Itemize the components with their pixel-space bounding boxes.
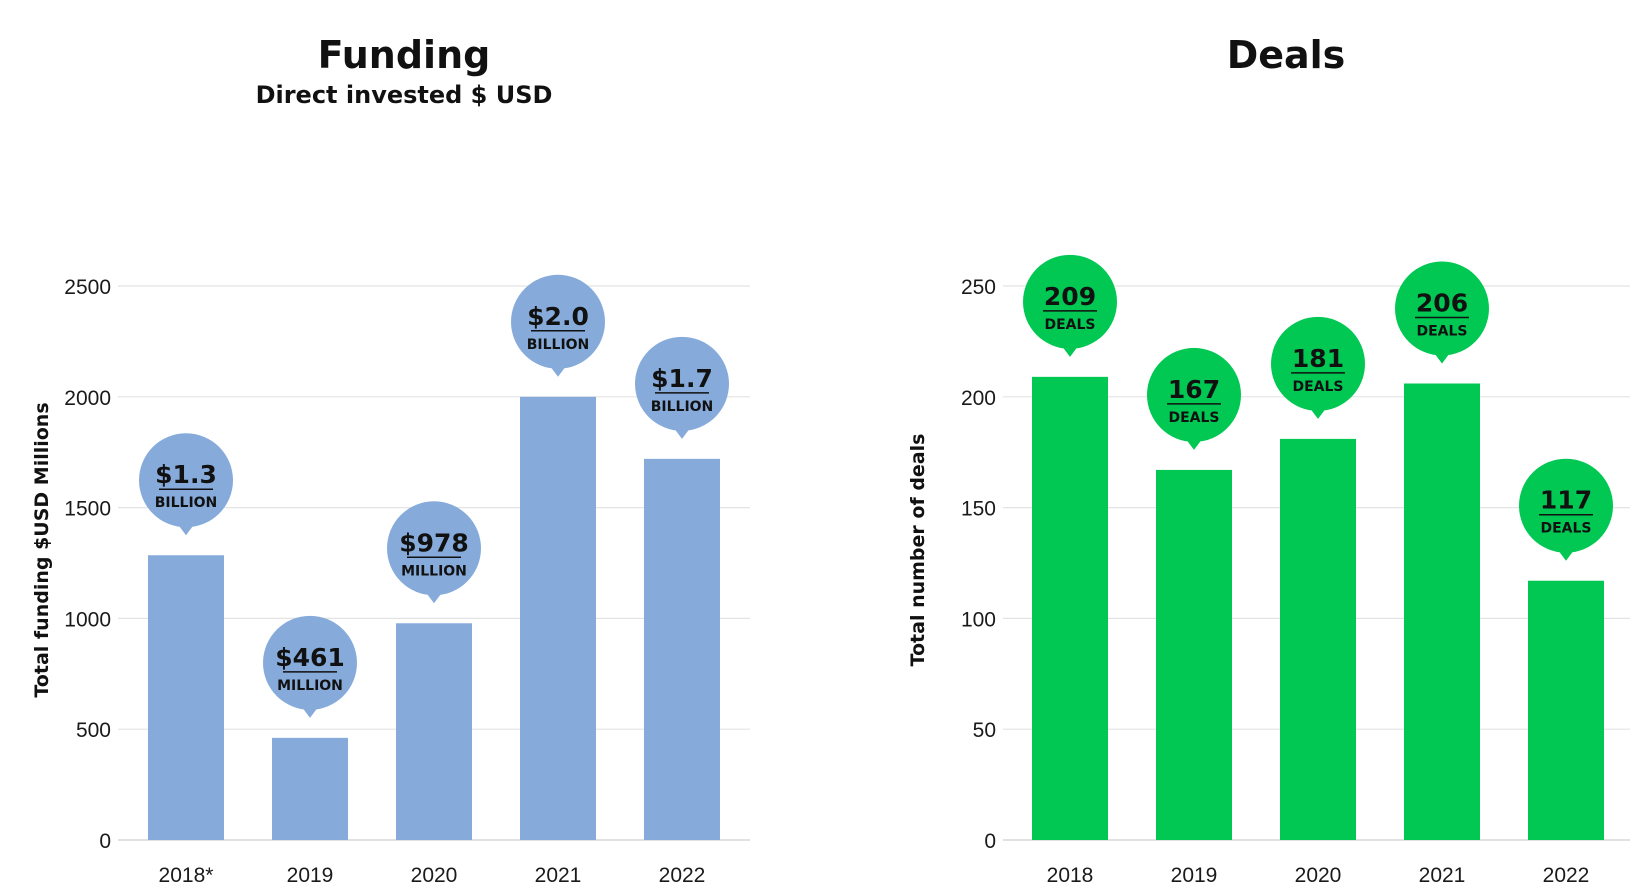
deals-bubble-circle [1147,347,1241,442]
deals-bubble-pointer [1433,351,1451,364]
funding-y-tick-label: 2500 [64,276,111,299]
funding-bubble-circle [387,501,481,596]
deals-plot-area: 0501001502002502018209DEALS2019167DEALS2… [961,254,1630,887]
deals-x-tick-label: 2018 [1047,864,1094,887]
funding-bubble-circle [263,615,357,710]
funding-x-tick-label: 2020 [411,864,458,887]
deals-bubble-unit: DEALS [1540,521,1591,537]
funding-y-tick-label: 500 [76,719,111,742]
deals-bubble-value: 181 [1292,344,1344,373]
deals-y-tick-label: 100 [961,608,996,631]
deals-bubble-pointer [1061,344,1079,357]
deals-bubble-unit: DEALS [1292,379,1343,395]
deals-value-bubble: 117 DEALS [1519,458,1613,561]
deals-x-tick-label: 2022 [1543,864,1590,887]
funding-bubble-unit: MILLION [277,678,343,694]
funding-bar-2020 [396,623,472,840]
funding-bubble-value: $2.0 [527,302,589,331]
funding-y-tick-label: 2000 [64,387,111,410]
deals-bubble-value: 209 [1044,282,1096,311]
deals-x-tick-label: 2019 [1171,864,1218,887]
deals-bubble-value: 206 [1416,289,1468,318]
funding-bar-2019 [272,737,348,840]
deals-x-tick-label: 2021 [1419,864,1466,887]
deals-bubble-circle [1271,316,1365,411]
funding-bubble-circle [139,433,233,528]
funding-plot-area: 0 500 1000 1500 2000 2500 2018* $1.3 BILLION 2019… [64,274,750,887]
deals-value-bubble: 206 DEALS [1395,261,1489,364]
funding-bubble-pointer [673,426,691,439]
funding-x-tick-label: 2021 [535,864,582,887]
deals-bubble-unit: DEALS [1416,324,1467,340]
funding-bubble-pointer [549,364,567,377]
deals-y-tick-label: 250 [961,276,996,299]
deals-y-tick-label: 0 [984,830,996,853]
funding-bar-2018 [148,555,224,840]
deals-chart: Deals Total number of deals 0 50 100 150 200… [907,33,1630,887]
funding-value-bubble: $978 MILLION [387,501,481,604]
funding-bubble-unit: BILLION [155,495,218,511]
deals-bubble-pointer [1309,406,1327,419]
funding-value-bubble: $1.3 BILLION [139,433,233,536]
deals-bar-2020 [1280,438,1356,840]
deals-bubble-pointer [1557,548,1575,561]
funding-x-tick-label: 2019 [287,864,334,887]
deals-y-tick-label: 150 [961,498,996,521]
deals-bubble-value: 167 [1168,375,1220,404]
funding-value-bubble: $2.0 BILLION [511,274,605,377]
funding-bubble-pointer [177,523,195,536]
deals-value-bubble: 181 DEALS [1271,316,1365,419]
funding-value-bubble: $461 MILLION [263,615,357,718]
funding-title: Funding [318,33,491,77]
funding-bubble-circle [511,274,605,369]
funding-x-tick-label: 2022 [659,864,706,887]
funding-x-tick-label: 2018* [159,864,214,887]
funding-subtitle: Direct invested $ USD [256,81,553,109]
funding-bubble-unit: MILLION [401,563,467,579]
deals-x-tick-label: 2020 [1295,864,1342,887]
deals-bar-2022 [1528,580,1604,840]
funding-bubble-value: $978 [399,528,469,557]
funding-bubble-unit: BILLION [527,337,590,353]
funding-bubble-circle [635,336,729,431]
funding-bubble-pointer [301,705,319,718]
deals-title: Deals [1227,33,1346,77]
funding-y-tick-label: 0 [99,830,111,853]
deals-bar-2021 [1404,383,1480,840]
funding-y-tick-label: 1000 [64,608,111,631]
deals-bar-2019 [1156,469,1232,840]
deals-y-tick-label: 50 [973,719,996,742]
funding-bar-2022 [644,458,720,840]
deals-bubble-circle [1023,254,1117,349]
deals-y-tick-label: 200 [961,387,996,410]
funding-bubble-value: $1.7 [651,364,713,393]
funding-bubble-value: $461 [275,643,345,672]
funding-bubble-value: $1.3 [155,460,217,489]
funding-chart: Funding Direct invested $ USD Total fund… [31,33,750,887]
deals-y-axis-label: Total number of deals [907,434,929,667]
funding-bar-2021 [520,396,596,840]
funding-y-axis-label: Total funding $USD Millions [31,402,53,697]
deals-bubble-pointer [1185,437,1203,450]
deals-bubble-circle [1519,458,1613,553]
funding-y-tick-label: 1500 [64,498,111,521]
deals-bubble-unit: DEALS [1044,317,1095,333]
deals-bar-2018 [1032,376,1108,840]
deals-bubble-circle [1395,261,1489,356]
funding-bubble-pointer [425,591,443,604]
funding-bubble-unit: BILLION [651,399,714,415]
funding-value-bubble: $1.7 BILLION [635,336,729,439]
deals-value-bubble: 209 DEALS [1023,254,1117,357]
deals-value-bubble: 167 DEALS [1147,347,1241,450]
deals-bubble-value: 117 [1540,486,1592,515]
deals-bubble-unit: DEALS [1168,410,1219,426]
